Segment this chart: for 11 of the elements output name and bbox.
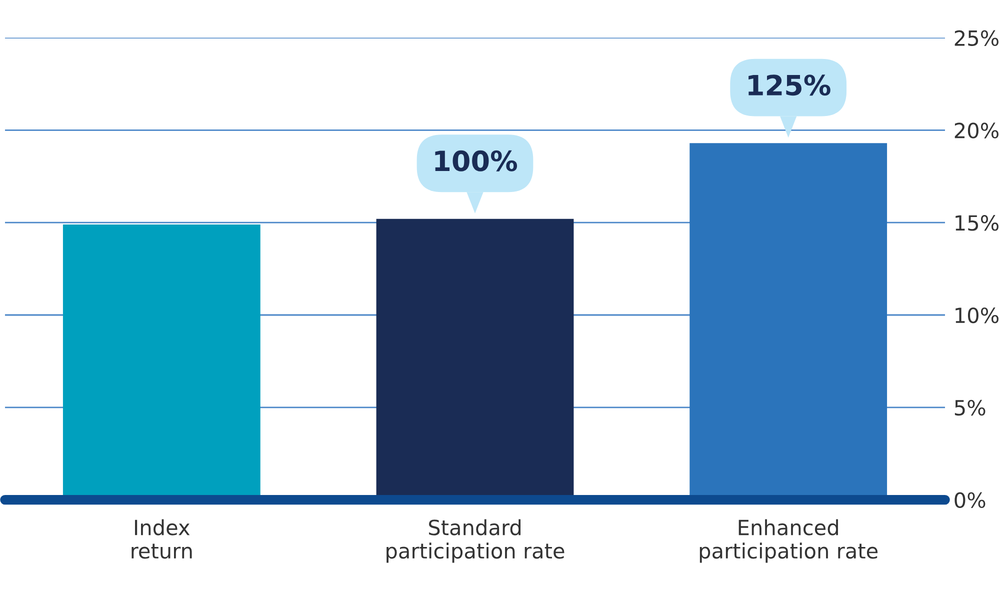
x-tick-label: Index return (132, 519, 192, 559)
y-tick-label: 20% (954, 122, 998, 138)
x-tick-label: Standard participation rate (386, 519, 564, 563)
y-tick-label: 5% (954, 400, 986, 416)
y-tick-label: 15% (956, 215, 998, 231)
annotation: 125% (748, 74, 830, 96)
y-tick-label: 0% (954, 492, 986, 508)
y-tick-label: 10% (956, 307, 998, 324)
y-tick-label: 25% (954, 30, 998, 46)
x-tick-label: Enhanced participation rate (700, 519, 878, 563)
annotation: 100% (435, 150, 518, 172)
